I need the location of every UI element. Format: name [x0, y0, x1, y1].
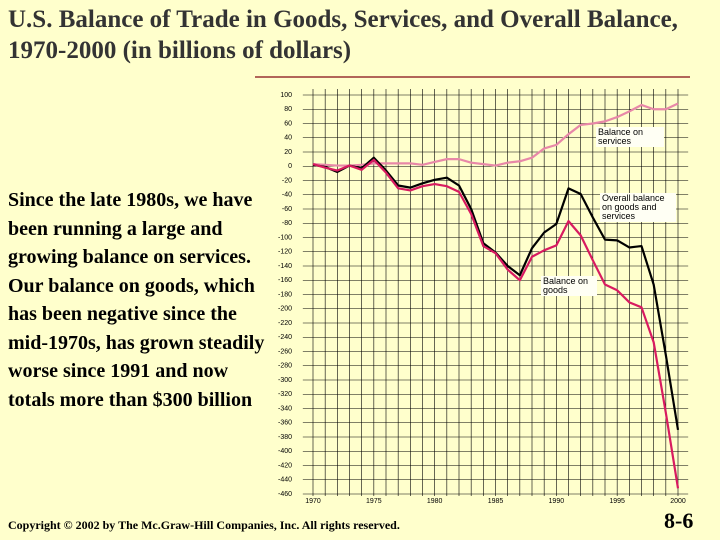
- y-tick-label: -460: [278, 491, 292, 498]
- y-tick-label: -100: [278, 234, 292, 241]
- y-tick-label: 40: [284, 135, 292, 142]
- x-tick-label: 2000: [670, 498, 686, 505]
- y-tick-label: -320: [278, 391, 292, 398]
- y-tick-label: 0: [288, 163, 292, 170]
- y-tick-label: 60: [284, 120, 292, 127]
- y-tick-label: -80: [282, 220, 292, 227]
- y-tick-label: -420: [278, 462, 292, 469]
- y-tick-label: 80: [284, 106, 292, 113]
- y-tick-label: -180: [278, 291, 292, 298]
- y-tick-label: -220: [278, 320, 292, 327]
- y-tick-label: -440: [278, 477, 292, 484]
- slide-title: U.S. Balance of Trade in Goods, Services…: [8, 6, 678, 64]
- y-tick-label: -400: [278, 448, 292, 455]
- y-tick-label: 100: [280, 92, 292, 99]
- y-tick-label: -240: [278, 334, 292, 341]
- series-label: Balance on services: [596, 127, 664, 147]
- x-tick-label: 1980: [427, 498, 443, 505]
- y-tick-label: -360: [278, 420, 292, 427]
- x-tick-label: 1970: [305, 498, 321, 505]
- series-label: Overall balance on goods and services: [600, 193, 676, 222]
- y-tick-label: -280: [278, 363, 292, 370]
- copyright: Copyright © 2002 by The Mc.Graw-Hill Com…: [8, 518, 400, 532]
- y-tick-label: -40: [282, 192, 292, 199]
- y-tick-label: -260: [278, 348, 292, 355]
- y-tick-label: -300: [278, 377, 292, 384]
- y-tick-label: 20: [284, 149, 292, 156]
- y-tick-label: -160: [278, 277, 292, 284]
- body-text: Since the late 1980s, we have been runni…: [8, 189, 265, 411]
- series-line: [312, 102, 679, 167]
- x-tick-label: 1995: [609, 498, 625, 505]
- y-tick-label: -340: [278, 405, 292, 412]
- series-label: Balance on goods: [541, 276, 597, 296]
- y-tick-label: -200: [278, 306, 292, 313]
- y-tick-label: -120: [278, 249, 292, 256]
- x-tick-label: 1990: [549, 498, 565, 505]
- y-tick-label: -380: [278, 434, 292, 441]
- x-tick-label: 1975: [366, 498, 382, 505]
- y-tick-label: -20: [282, 177, 292, 184]
- series-line: [312, 158, 680, 489]
- x-tick-label: 1985: [488, 498, 504, 505]
- slide-number: 8-6: [664, 508, 694, 533]
- y-tick-label: -60: [282, 206, 292, 213]
- y-tick-label: -140: [278, 263, 292, 270]
